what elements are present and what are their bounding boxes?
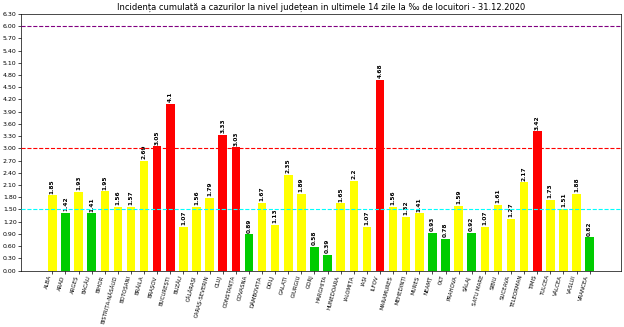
Bar bbox=[415, 213, 424, 271]
Bar bbox=[232, 147, 240, 271]
Text: 1.85: 1.85 bbox=[50, 179, 55, 194]
Text: 1.42: 1.42 bbox=[63, 197, 68, 211]
Bar bbox=[349, 181, 358, 271]
Text: 1.41: 1.41 bbox=[417, 197, 422, 212]
Text: 1.57: 1.57 bbox=[129, 190, 134, 205]
Text: 1.07: 1.07 bbox=[364, 211, 369, 225]
Bar bbox=[480, 227, 489, 271]
Text: 1.67: 1.67 bbox=[260, 186, 265, 201]
Text: 1.65: 1.65 bbox=[338, 187, 343, 202]
Text: 1.56: 1.56 bbox=[194, 191, 199, 205]
Bar bbox=[127, 207, 135, 271]
Text: 2.69: 2.69 bbox=[142, 145, 147, 159]
Bar bbox=[336, 203, 345, 271]
Text: 0.39: 0.39 bbox=[325, 239, 330, 253]
Bar bbox=[467, 233, 476, 271]
Text: 4.1: 4.1 bbox=[168, 92, 173, 102]
Text: 3.03: 3.03 bbox=[233, 131, 238, 146]
Bar bbox=[218, 135, 227, 271]
Text: 1.27: 1.27 bbox=[509, 203, 514, 217]
Bar bbox=[585, 237, 594, 271]
Bar bbox=[61, 213, 70, 271]
Text: 0.93: 0.93 bbox=[430, 217, 435, 231]
Bar bbox=[192, 207, 201, 271]
Text: 2.17: 2.17 bbox=[522, 166, 527, 181]
Bar bbox=[100, 191, 109, 271]
Bar bbox=[114, 207, 122, 271]
Bar bbox=[402, 217, 411, 271]
Text: 1.79: 1.79 bbox=[207, 181, 212, 196]
Text: 1.59: 1.59 bbox=[456, 190, 461, 204]
Text: 1.93: 1.93 bbox=[76, 176, 81, 190]
Text: 3.05: 3.05 bbox=[155, 130, 160, 145]
Text: 0.92: 0.92 bbox=[469, 217, 474, 232]
Text: 0.82: 0.82 bbox=[587, 221, 592, 235]
Text: 0.58: 0.58 bbox=[312, 231, 317, 245]
Bar bbox=[166, 104, 175, 271]
Bar bbox=[153, 146, 162, 271]
Bar bbox=[271, 225, 280, 271]
Text: 1.13: 1.13 bbox=[273, 208, 278, 223]
Bar bbox=[245, 234, 253, 271]
Bar bbox=[297, 194, 306, 271]
Text: 1.51: 1.51 bbox=[561, 193, 566, 207]
Bar bbox=[559, 209, 568, 271]
Bar bbox=[376, 80, 384, 271]
Bar bbox=[323, 255, 332, 271]
Text: 1.95: 1.95 bbox=[102, 175, 107, 190]
Text: 4.68: 4.68 bbox=[378, 64, 383, 78]
Bar bbox=[533, 131, 542, 271]
Text: 2.2: 2.2 bbox=[351, 169, 356, 179]
Text: 1.61: 1.61 bbox=[495, 189, 500, 203]
Text: 1.73: 1.73 bbox=[548, 184, 553, 198]
Bar bbox=[572, 194, 581, 271]
Bar bbox=[205, 198, 214, 271]
Text: 1.07: 1.07 bbox=[482, 211, 487, 225]
Bar bbox=[258, 202, 266, 271]
Bar bbox=[284, 175, 293, 271]
Bar bbox=[74, 192, 83, 271]
Text: 1.56: 1.56 bbox=[115, 191, 120, 205]
Bar bbox=[494, 205, 502, 271]
Text: 1.88: 1.88 bbox=[574, 178, 579, 192]
Text: 0.78: 0.78 bbox=[443, 223, 448, 237]
Text: 1.32: 1.32 bbox=[404, 200, 409, 215]
Bar bbox=[507, 219, 515, 271]
Bar bbox=[520, 182, 529, 271]
Bar bbox=[48, 195, 57, 271]
Bar bbox=[310, 247, 319, 271]
Bar bbox=[179, 227, 188, 271]
Bar bbox=[454, 206, 463, 271]
Bar bbox=[428, 233, 437, 271]
Text: 1.89: 1.89 bbox=[299, 178, 304, 192]
Text: 2.35: 2.35 bbox=[286, 159, 291, 173]
Bar bbox=[363, 227, 371, 271]
Text: 1.07: 1.07 bbox=[181, 211, 186, 225]
Bar bbox=[87, 213, 96, 271]
Bar bbox=[389, 207, 397, 271]
Text: 3.33: 3.33 bbox=[220, 119, 225, 133]
Bar bbox=[441, 239, 450, 271]
Text: 1.56: 1.56 bbox=[391, 191, 396, 205]
Text: 0.89: 0.89 bbox=[246, 218, 251, 233]
Title: Incidența cumulată a cazurilor la nivel județean in ultimele 14 zile la ‰ de loc: Incidența cumulată a cazurilor la nivel … bbox=[117, 3, 525, 12]
Text: 1.41: 1.41 bbox=[89, 197, 94, 212]
Text: 3.42: 3.42 bbox=[535, 115, 540, 129]
Bar bbox=[546, 200, 555, 271]
Bar bbox=[140, 161, 149, 271]
